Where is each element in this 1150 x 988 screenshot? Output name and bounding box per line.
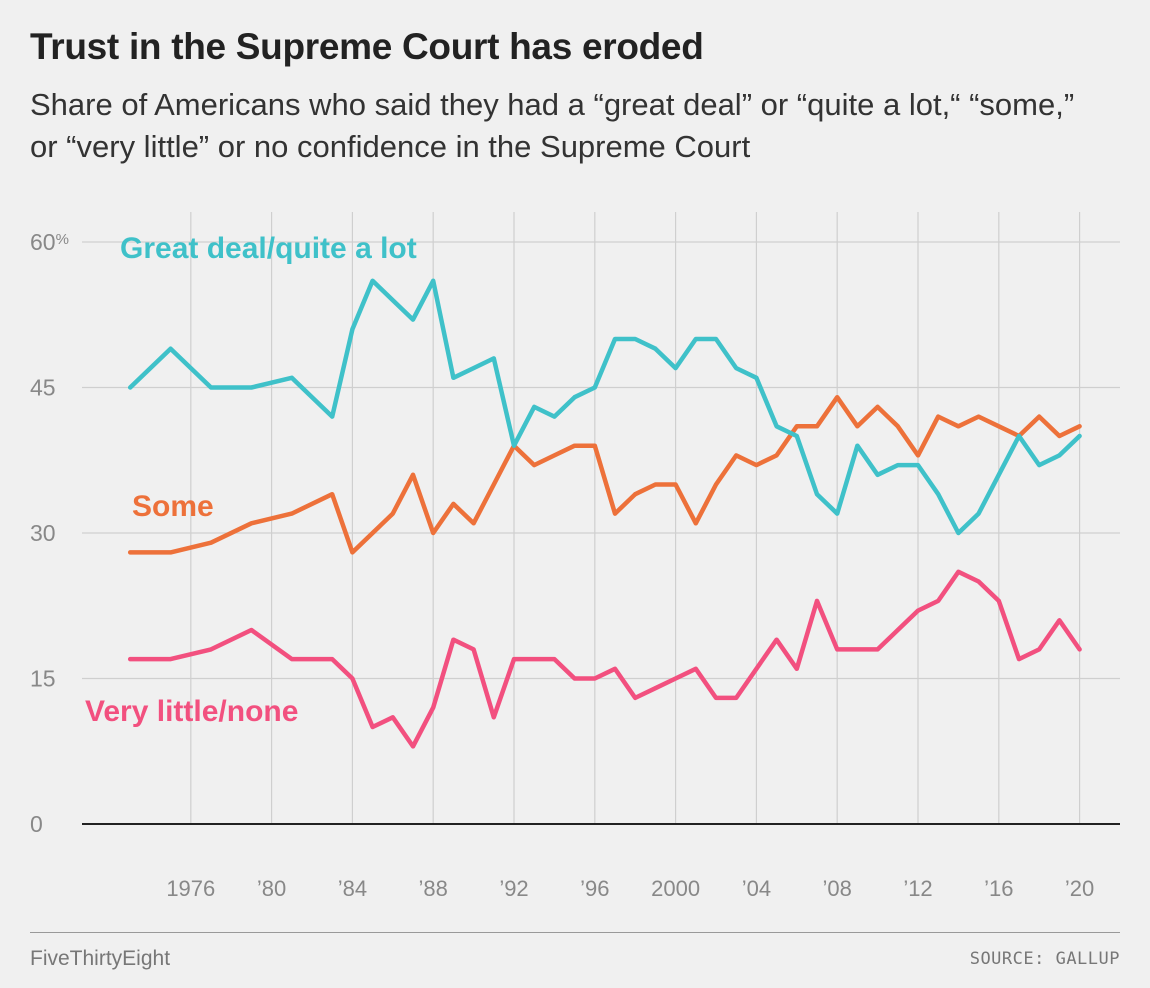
vertical-gridlines <box>190 212 1081 824</box>
x-tick-label: ’88 <box>419 876 448 901</box>
footer-source: SOURCE: GALLUP <box>969 949 1120 969</box>
x-tick-label: ’08 <box>823 876 852 901</box>
series-label-great-deal-quite-a-lot: Great deal/quite a lot <box>120 232 417 265</box>
x-axis-ticks: 1976 ’80 ’84 ’88 ’92 ’96 2000 ’04 ’08 ’12 ’16 ’20 <box>166 876 1094 901</box>
footer-brand: FiveThirtyEight <box>30 947 171 970</box>
x-tick-label: 1976 <box>166 876 215 901</box>
x-tick-label: ’20 <box>1065 876 1094 901</box>
footer-divider <box>30 932 1120 933</box>
x-tick-label: ’84 <box>338 876 367 901</box>
y-tick-label: 0 <box>30 811 43 837</box>
series-labels: Great deal/quite a lot Some Very little/no… <box>85 232 417 728</box>
x-tick-label: ’04 <box>742 876 771 901</box>
x-tick-label: ’92 <box>499 876 528 901</box>
series-line-some <box>127 394 1082 555</box>
y-tick-label: 60% <box>30 229 69 255</box>
y-axis-ticks: 0 15 30 45 60% <box>30 229 69 837</box>
y-tick-label: 15 <box>30 666 56 692</box>
x-tick-label: 2000 <box>651 876 700 901</box>
y-tick-label: 45 <box>30 375 56 401</box>
chart-title: Trust in the Supreme Court has eroded <box>30 26 704 67</box>
series-lines <box>127 278 1082 749</box>
x-tick-label: ’96 <box>580 876 609 901</box>
series-line-great-deal-quite-a-lot <box>127 278 1082 536</box>
x-tick-label: ’80 <box>257 876 286 901</box>
x-tick-label: ’12 <box>903 876 932 901</box>
series-label-very-little-none: Very little/none <box>85 695 298 728</box>
y-tick-label: 30 <box>30 520 56 546</box>
series-line-very-little-none <box>127 569 1082 749</box>
x-tick-label: ’16 <box>984 876 1013 901</box>
series-label-some: Some <box>132 490 214 523</box>
chart-subtitle: Share of Americans who said they had a “… <box>30 87 1075 164</box>
